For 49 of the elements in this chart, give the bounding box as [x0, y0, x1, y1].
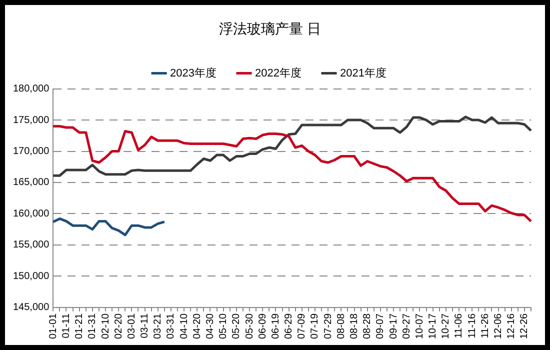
x-tick-label: 10-17 [428, 312, 439, 339]
x-tick-label: 06-29 [284, 312, 295, 339]
x-tick-label: 07-19 [310, 312, 321, 339]
x-tick-label: 08-18 [349, 312, 360, 339]
legend-label: 2021年度 [340, 66, 386, 80]
y-tick-label: 165,000 [12, 177, 50, 188]
chart-title: 浮法玻璃产量 日 [219, 20, 321, 36]
x-tick-label: 10-07 [414, 312, 426, 339]
x-tick-label: 04-10 [178, 312, 190, 339]
x-tick-label: 11-26 [480, 312, 491, 338]
x-tick-label: 12-06 [493, 312, 504, 339]
x-tick-label: 11-06 [454, 312, 465, 338]
x-tick-label: 04-20 [192, 312, 203, 339]
y-tick-label: 145,000 [12, 302, 50, 314]
x-tick-label: 10-27 [440, 312, 452, 339]
x-tick-label: 09-27 [401, 312, 412, 339]
x-tick-label: 09-17 [388, 312, 400, 339]
x-tick-label: 11-16 [466, 312, 478, 338]
x-tick-label: 03-01 [126, 312, 138, 339]
y-tick-label: 160,000 [12, 208, 50, 220]
y-tick-label: 180,000 [12, 84, 50, 95]
x-tick-label: 03-21 [152, 312, 164, 339]
x-tick-label: 01-31 [87, 312, 98, 339]
legend-label: 2023年度 [170, 66, 217, 80]
x-tick-label: 05-30 [244, 312, 256, 339]
x-tick-label: 12-16 [506, 312, 518, 339]
legend-label: 2022年度 [255, 66, 302, 80]
x-tick-label: 09-07 [375, 312, 386, 339]
x-tick-label: 12-26 [519, 312, 530, 339]
y-tick-label: 155,000 [12, 240, 50, 251]
x-tick-label: 05-20 [231, 312, 242, 339]
x-tick-label: 03-31 [166, 312, 177, 339]
x-tick-label: 04-30 [205, 312, 216, 339]
x-tick-label: 02-10 [100, 312, 112, 339]
x-tick-label: 02-20 [113, 312, 124, 339]
x-tick-label: 01-01 [48, 312, 59, 339]
x-tick-label: 07-29 [322, 312, 334, 339]
x-tick-label: 06-19 [270, 312, 282, 339]
x-tick-label: 05-10 [218, 312, 230, 339]
x-tick-label: 08-08 [336, 312, 347, 339]
x-tick-label: 03-11 [140, 312, 151, 338]
y-tick-label: 150,000 [12, 270, 50, 282]
x-tick-label: 01-21 [74, 312, 86, 339]
y-tick-label: 170,000 [12, 146, 50, 158]
y-tick-label: 175,000 [12, 114, 50, 126]
x-tick-label: 07-09 [296, 312, 308, 339]
x-tick-label: 01-11 [60, 312, 72, 338]
x-tick-label: 06-09 [257, 312, 268, 339]
x-tick-label: 08-28 [362, 312, 374, 339]
